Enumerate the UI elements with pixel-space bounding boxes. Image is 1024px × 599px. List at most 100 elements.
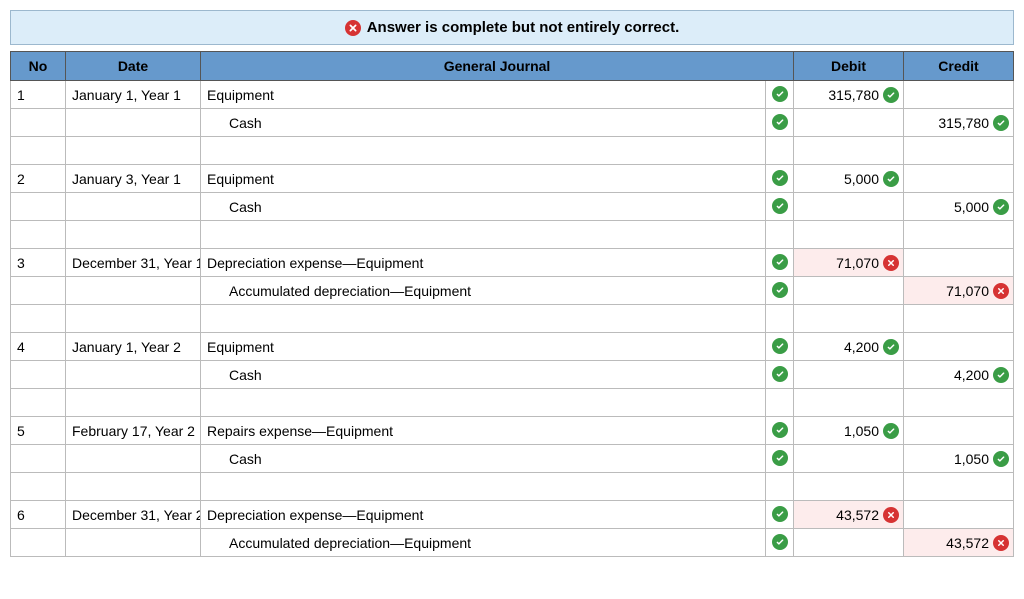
account-cell[interactable]: Depreciation expense—Equipment: [201, 501, 766, 529]
date-cell[interactable]: [66, 193, 201, 221]
credit-cell[interactable]: 5,000: [904, 193, 1014, 221]
date-cell[interactable]: [66, 529, 201, 557]
check-icon: [772, 254, 788, 270]
table-row: [11, 305, 1014, 333]
account-cell[interactable]: Equipment: [201, 165, 766, 193]
account-cell[interactable]: Equipment: [201, 81, 766, 109]
col-header-date: Date: [66, 52, 201, 81]
credit-cell[interactable]: [904, 249, 1014, 277]
credit-cell[interactable]: [904, 501, 1014, 529]
account-cell[interactable]: Cash: [201, 361, 766, 389]
check-icon: [883, 423, 899, 439]
account-status-cell: [766, 361, 794, 389]
debit-cell[interactable]: [794, 109, 904, 137]
check-icon: [772, 338, 788, 354]
no-cell: [11, 361, 66, 389]
account-status-cell: [766, 333, 794, 361]
debit-cell[interactable]: [794, 529, 904, 557]
account-status-cell: [766, 109, 794, 137]
debit-cell[interactable]: [794, 361, 904, 389]
table-row: 4January 1, Year 2Equipment 4,200: [11, 333, 1014, 361]
account-status-cell: [766, 249, 794, 277]
account-cell[interactable]: Repairs expense—Equipment: [201, 417, 766, 445]
date-cell[interactable]: December 31, Year 1: [66, 249, 201, 277]
account-cell[interactable]: Depreciation expense—Equipment: [201, 249, 766, 277]
check-icon: [993, 451, 1009, 467]
account-cell[interactable]: Cash: [201, 445, 766, 473]
credit-cell[interactable]: 4,200: [904, 361, 1014, 389]
check-icon: [772, 198, 788, 214]
table-row: 1January 1, Year 1Equipment 315,780: [11, 81, 1014, 109]
debit-cell[interactable]: [794, 193, 904, 221]
debit-value: 71,070: [836, 255, 879, 271]
x-icon: [883, 507, 899, 523]
debit-cell[interactable]: [794, 277, 904, 305]
credit-cell[interactable]: [904, 165, 1014, 193]
account-cell[interactable]: Cash: [201, 193, 766, 221]
debit-cell[interactable]: 71,070: [794, 249, 904, 277]
date-cell[interactable]: December 31, Year 2: [66, 501, 201, 529]
credit-cell[interactable]: 43,572: [904, 529, 1014, 557]
table-row: 2January 3, Year 1Equipment5,000: [11, 165, 1014, 193]
debit-cell[interactable]: 1,050: [794, 417, 904, 445]
no-cell: 1: [11, 81, 66, 109]
credit-cell[interactable]: 71,070: [904, 277, 1014, 305]
account-cell[interactable]: Equipment: [201, 333, 766, 361]
x-icon: [345, 20, 361, 36]
check-icon: [993, 199, 1009, 215]
check-icon: [772, 366, 788, 382]
credit-cell[interactable]: [904, 333, 1014, 361]
debit-value: 315,780: [828, 87, 879, 103]
col-header-no: No: [11, 52, 66, 81]
col-header-credit: Credit: [904, 52, 1014, 81]
debit-value: 5,000: [844, 171, 879, 187]
table-row: [11, 389, 1014, 417]
account-cell[interactable]: Cash: [201, 109, 766, 137]
account-status-cell: [766, 165, 794, 193]
debit-cell[interactable]: 5,000: [794, 165, 904, 193]
debit-cell[interactable]: [794, 445, 904, 473]
credit-value: 71,070: [946, 283, 989, 299]
debit-cell[interactable]: 315,780: [794, 81, 904, 109]
account-cell[interactable]: Accumulated depreciation—Equipment: [201, 529, 766, 557]
check-icon: [883, 171, 899, 187]
table-row: Accumulated depreciation—Equipment 43,572: [11, 529, 1014, 557]
account-status-cell: [766, 501, 794, 529]
table-row: Cash 4,200: [11, 361, 1014, 389]
debit-value: 43,572: [836, 507, 879, 523]
account-cell[interactable]: Accumulated depreciation—Equipment: [201, 277, 766, 305]
check-icon: [883, 87, 899, 103]
no-cell: [11, 529, 66, 557]
date-cell[interactable]: [66, 445, 201, 473]
date-cell[interactable]: [66, 361, 201, 389]
credit-cell[interactable]: 315,780: [904, 109, 1014, 137]
table-row: [11, 137, 1014, 165]
debit-value: 4,200: [844, 339, 879, 355]
credit-cell[interactable]: [904, 81, 1014, 109]
x-icon: [993, 283, 1009, 299]
date-cell[interactable]: February 17, Year 2: [66, 417, 201, 445]
table-row: Cash 5,000: [11, 193, 1014, 221]
date-cell[interactable]: [66, 109, 201, 137]
check-icon: [772, 282, 788, 298]
check-icon: [772, 422, 788, 438]
no-cell: [11, 109, 66, 137]
date-cell[interactable]: January 1, Year 1: [66, 81, 201, 109]
table-row: Cash 315,780: [11, 109, 1014, 137]
debit-cell[interactable]: 4,200: [794, 333, 904, 361]
date-cell[interactable]: January 1, Year 2: [66, 333, 201, 361]
account-status-cell: [766, 277, 794, 305]
no-cell: 3: [11, 249, 66, 277]
table-header-row: No Date General Journal Debit Credit: [11, 52, 1014, 81]
table-row: 6December 31, Year 2Depreciation expense…: [11, 501, 1014, 529]
date-cell[interactable]: [66, 277, 201, 305]
account-status-cell: [766, 529, 794, 557]
no-cell: 4: [11, 333, 66, 361]
debit-cell[interactable]: 43,572: [794, 501, 904, 529]
credit-cell[interactable]: [904, 417, 1014, 445]
date-cell[interactable]: January 3, Year 1: [66, 165, 201, 193]
banner-text: Answer is complete but not entirely corr…: [367, 19, 680, 36]
no-cell: 6: [11, 501, 66, 529]
check-icon: [993, 367, 1009, 383]
credit-cell[interactable]: 1,050: [904, 445, 1014, 473]
